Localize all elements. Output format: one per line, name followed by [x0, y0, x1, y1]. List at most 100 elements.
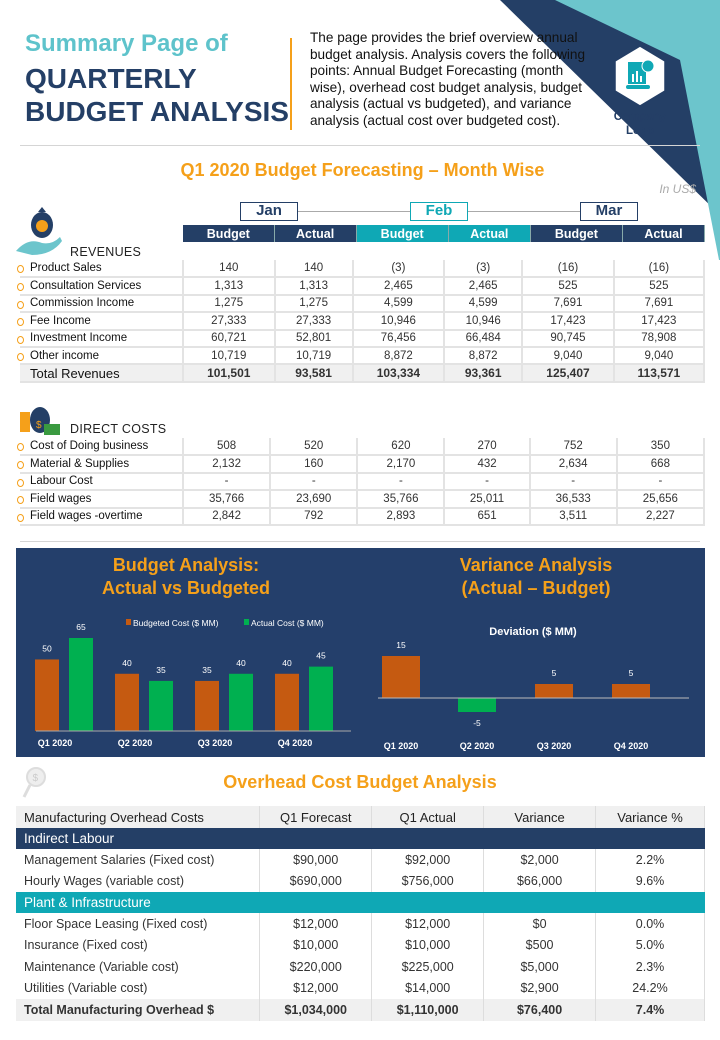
- cell-value: 60,721: [183, 329, 276, 348]
- data-label: 50: [42, 643, 52, 653]
- data-label: 40: [122, 658, 132, 668]
- direct-costs-table: Cost of Doing business 508 520 620 270 752 350…: [17, 438, 706, 526]
- cell: $220,000: [259, 956, 373, 978]
- cell-value: 525: [522, 277, 615, 296]
- col-header: Actual: [622, 225, 706, 242]
- cell-value: 78,908: [613, 329, 706, 348]
- table-row: Management Salaries (Fixed cost) $90,000 $…: [16, 849, 705, 871]
- legend-swatch: [126, 619, 131, 625]
- row-label: Field wages: [17, 490, 184, 509]
- cell: $0: [483, 913, 597, 935]
- cell: $12,000: [371, 913, 485, 935]
- cell-value: 160: [270, 455, 359, 474]
- cell: Floor Space Leasing (Fixed cost): [16, 913, 261, 935]
- cell: $66,000: [483, 870, 597, 892]
- total-cell: 7.4%: [595, 999, 705, 1021]
- cell-value: -: [270, 472, 359, 492]
- cell: Utilities (Variable cost): [16, 977, 261, 999]
- variance-chart-title-line2: (Actual – Budget): [461, 578, 611, 598]
- divider: [20, 145, 700, 146]
- description: The page provides the brief overview ann…: [310, 30, 586, 128]
- col-header: Actual: [274, 225, 357, 242]
- cell-value: 25,011: [444, 490, 531, 509]
- chart-subtitle: Deviation ($ MM): [489, 626, 577, 638]
- cell-value: 35,766: [183, 490, 272, 509]
- legend-swatch: [244, 619, 249, 625]
- cell-value: 620: [357, 438, 446, 457]
- cell-value: 2,465: [444, 277, 524, 296]
- cell-value: (16): [613, 260, 706, 279]
- bar: [149, 680, 173, 731]
- total-value: 93,581: [274, 364, 354, 383]
- bar: [35, 659, 59, 731]
- bar: [535, 684, 573, 698]
- cell-value: 140: [274, 260, 354, 279]
- svg-text:$: $: [33, 773, 39, 784]
- row-label: Other income: [17, 346, 184, 366]
- month-mar: Mar: [580, 202, 638, 221]
- cell: $92,000: [371, 849, 485, 871]
- cell-value: 52,801: [274, 329, 354, 348]
- cell-value: 10,719: [274, 346, 354, 366]
- total-value: 101,501: [183, 364, 276, 383]
- total-value: 125,407: [522, 364, 615, 383]
- cell-value: -: [529, 472, 618, 492]
- money-bags-icon: $: [20, 407, 60, 435]
- group-label: Plant & Infrastructure: [16, 892, 705, 913]
- cell-value: 651: [444, 507, 531, 526]
- group-row: Indirect Labour: [16, 828, 705, 849]
- cell-value: 9,040: [613, 346, 706, 366]
- header-row: Manufacturing Overhead Costs Q1 Forecast Q…: [16, 806, 705, 828]
- column-header: Variance %: [595, 806, 705, 828]
- data-label: 35: [156, 665, 166, 675]
- title-line2: QUARTERLY: [25, 63, 197, 94]
- cell-value: 1,275: [183, 294, 276, 314]
- cell-value: 4,599: [352, 294, 446, 314]
- magnifier-dollar-icon: $: [22, 767, 46, 798]
- revenues-heading: REVENUES: [70, 245, 142, 259]
- column-header: Variance: [483, 806, 597, 828]
- cell: 5.0%: [595, 934, 705, 956]
- data-label: 40: [236, 658, 246, 668]
- row-label: Consultation Services: [17, 277, 184, 296]
- table-row: Investment Income 60,721 52,801 76,456 66,48…: [17, 329, 706, 348]
- data-label: 45: [316, 651, 326, 661]
- row-label: Fee Income: [17, 312, 184, 331]
- table-row: Hourly Wages (variable cost) $690,000 $756…: [16, 870, 705, 892]
- cell: $10,000: [259, 934, 373, 956]
- data-label: 65: [76, 622, 86, 632]
- x-tick-label: Q2 2020: [460, 741, 495, 751]
- cell: Maintenance (Variable cost): [16, 956, 261, 978]
- table-row: Insurance (Fixed cost) $10,000 $10,000 $500…: [16, 934, 705, 956]
- cell-value: 432: [444, 455, 531, 474]
- company-logo-text: Company Logo: [613, 111, 667, 137]
- cell-value: 8,872: [352, 346, 446, 366]
- legend-label: Actual Cost ($ MM): [251, 618, 324, 628]
- budget-chart-title: Budget Analysis: Actual vs Budgeted: [36, 554, 336, 600]
- bar: [195, 680, 219, 731]
- row-label: Commission Income: [17, 294, 184, 314]
- cell-value: 525: [613, 277, 706, 296]
- forecast-column-header: Budget Actual Budget Actual Budget Actua…: [183, 225, 706, 242]
- unit-label: In US$: [659, 182, 696, 196]
- cell-value: 2,227: [616, 507, 706, 526]
- column-header: Manufacturing Overhead Costs: [16, 806, 261, 828]
- total-row: Total Manufacturing Overhead $ $1,034,000…: [16, 999, 705, 1021]
- cell-value: 2,634: [529, 455, 618, 474]
- col-header: Budget: [183, 225, 275, 242]
- bar: [69, 638, 93, 731]
- cell: 2.2%: [595, 849, 705, 871]
- table-row: Other income 10,719 10,719 8,872 8,872 9,040 9…: [17, 346, 706, 366]
- cell-value: 66,484: [444, 329, 524, 348]
- cell-value: 508: [183, 438, 272, 457]
- total-value: 103,334: [352, 364, 446, 383]
- cell: Management Salaries (Fixed cost): [16, 849, 261, 871]
- cell-value: 90,745: [522, 329, 615, 348]
- cell-value: 10,946: [352, 312, 446, 331]
- cell-value: 792: [270, 507, 359, 526]
- cell-value: 10,946: [444, 312, 524, 331]
- title-line1: Summary Page of: [25, 30, 228, 57]
- cell-value: 1,313: [274, 277, 354, 296]
- x-tick-label: Q4 2020: [614, 741, 649, 751]
- month-jan: Jan: [240, 202, 298, 221]
